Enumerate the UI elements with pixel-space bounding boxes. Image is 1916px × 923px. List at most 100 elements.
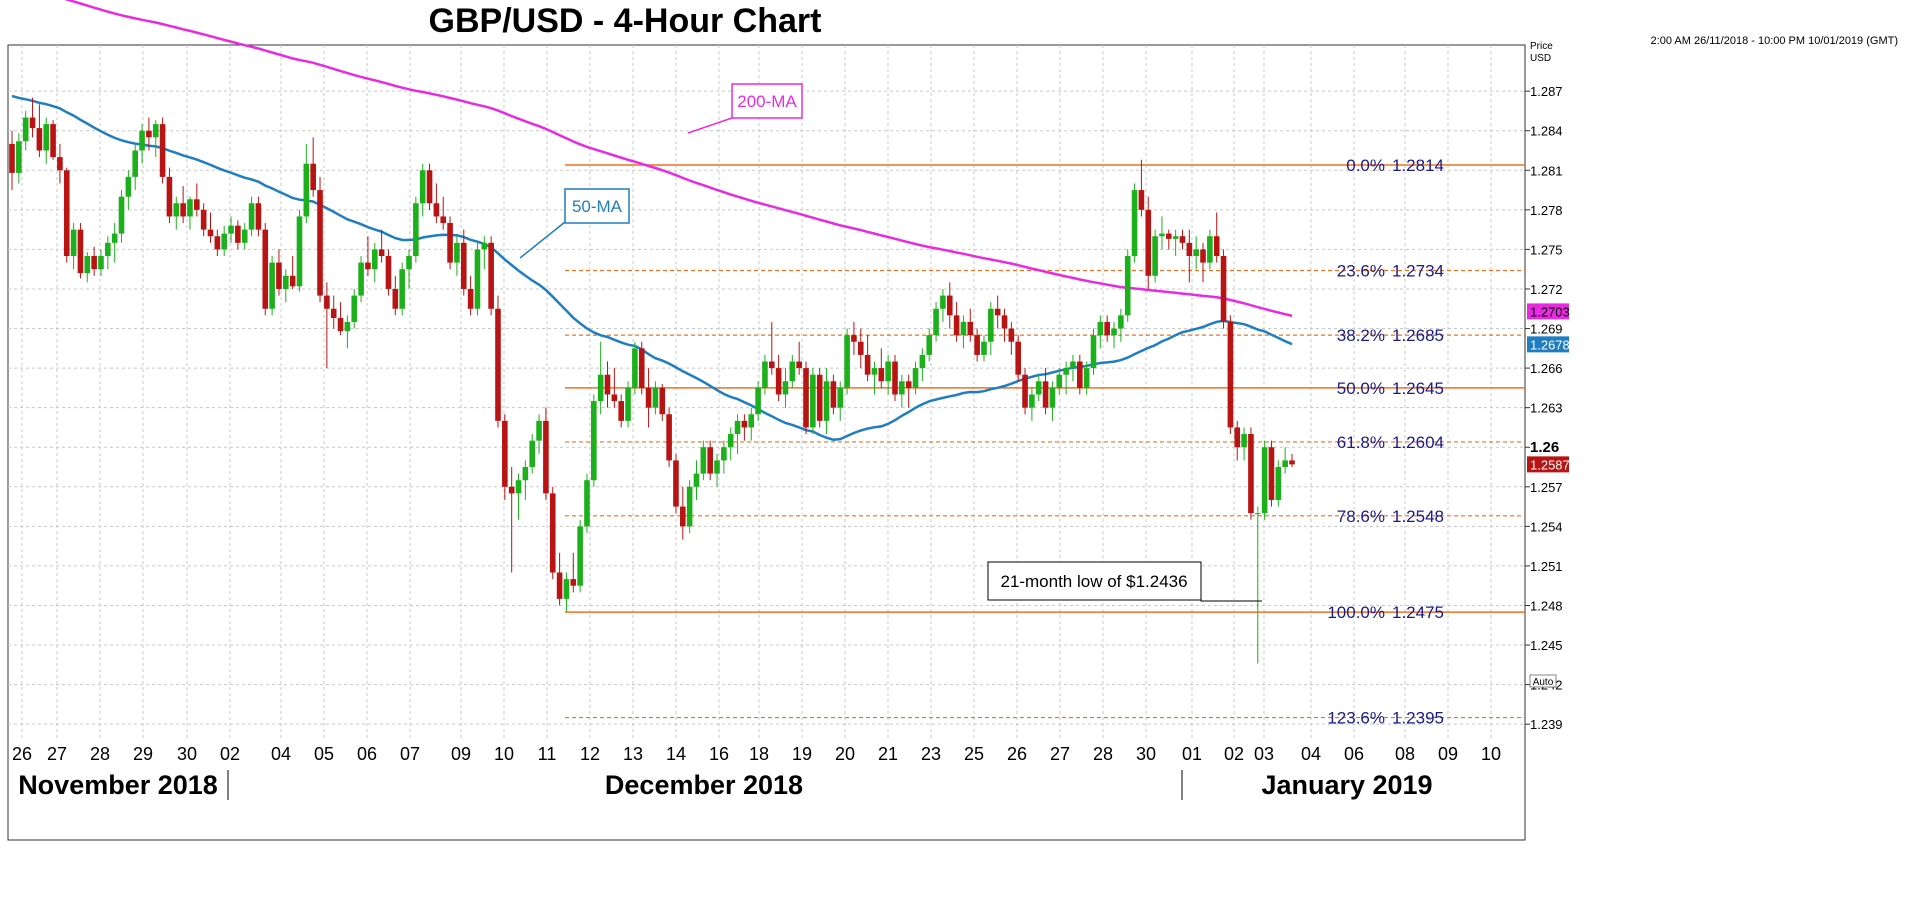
candle-body: [1118, 315, 1124, 329]
candle-body: [988, 308, 994, 342]
ma50-pointer: [519, 221, 566, 259]
y-tick-label: 1.251: [1530, 559, 1563, 574]
candle-body: [1165, 233, 1172, 239]
candle-body: [317, 190, 323, 296]
candle-body: [57, 157, 63, 171]
candle-body: [399, 269, 405, 309]
x-tick-label: 27: [1050, 744, 1070, 764]
x-tick-label: 26: [12, 744, 32, 764]
candle-body: [200, 209, 207, 230]
candle-body: [1241, 434, 1247, 448]
candle-body: [29, 117, 36, 129]
fib-percent-label: 100.0%: [1327, 603, 1385, 622]
candle-body: [235, 225, 241, 243]
candle-body: [166, 176, 173, 217]
ma50-price-tag-box: [1527, 336, 1569, 353]
y-tick-label: 1.281: [1530, 163, 1563, 178]
candle-body: [269, 262, 275, 309]
x-tick-label: 19: [792, 744, 812, 764]
annotations: 200-MA 50-MA 21-month low of $1.2436: [519, 83, 1262, 602]
candle-body: [22, 117, 29, 142]
plot-area: [7, 44, 1526, 841]
candle-body: [1275, 467, 1282, 500]
candle-body: [282, 275, 289, 289]
ma200-pointer: [687, 117, 733, 134]
low-label: 21-month low of $1.2436: [1000, 572, 1187, 591]
candle-body: [1172, 236, 1179, 239]
price-tags: 1.2703 1.2678 1.2587: [1527, 303, 1570, 473]
candle-body: [460, 242, 467, 289]
x-tick-label: 30: [1136, 744, 1156, 764]
candle-body: [768, 361, 775, 369]
candle-body: [638, 348, 645, 388]
x-tick-label: 08: [1395, 744, 1415, 764]
candle-body: [63, 170, 70, 257]
x-tick-label: 25: [964, 744, 984, 764]
candle-body: [905, 381, 912, 388]
candle-body: [43, 124, 50, 151]
x-tick-label: 26: [1007, 744, 1027, 764]
auto-button[interactable]: [1529, 674, 1557, 688]
candle-body: [940, 295, 946, 309]
x-tick-label: 21: [878, 744, 898, 764]
candle-body: [1022, 374, 1028, 408]
candle-body: [228, 225, 234, 234]
candle-body: [611, 394, 618, 402]
x-tick-label: 05: [314, 744, 334, 764]
candle-body: [1042, 381, 1049, 408]
candle-body: [358, 262, 364, 296]
y-tick-label: 1.266: [1530, 361, 1563, 376]
date-range-text: 2:00 AM 26/11/2018 - 10:00 PM 10/01/2019…: [1650, 35, 1898, 47]
candle-body: [454, 242, 460, 263]
candle-body: [1015, 341, 1022, 375]
candle-body: [796, 361, 802, 369]
x-tick-label: 06: [1344, 744, 1364, 764]
candle-body: [707, 447, 713, 474]
candle-body: [597, 374, 604, 402]
candle-body: [1077, 361, 1083, 388]
candle-body: [659, 387, 666, 415]
candle-body: [878, 368, 885, 382]
candle-body: [1261, 447, 1268, 514]
fib-percent-label: 78.6%: [1337, 507, 1385, 526]
candle-body: [1008, 328, 1015, 342]
candle-body: [296, 216, 303, 287]
candle-body: [625, 387, 631, 421]
x-tick-label: 01: [1182, 744, 1202, 764]
candle-body: [857, 341, 864, 355]
candle-body: [563, 579, 570, 599]
candle-body: [748, 414, 755, 428]
x-tick-label: 10: [494, 744, 514, 764]
candle-body: [413, 203, 419, 257]
x-tick-label: 06: [357, 744, 377, 764]
candles: [9, 97, 1295, 664]
candle-body: [1193, 249, 1199, 257]
candle-body: [91, 256, 97, 270]
fib-value-label: 1.2475: [1392, 603, 1444, 622]
candle-body: [967, 321, 974, 336]
candle-body: [1248, 434, 1254, 514]
candle-body: [823, 381, 830, 421]
candle-body: [70, 229, 77, 257]
candle-body: [618, 401, 624, 421]
price-axis: Price USD 1.287 1.284 1.281 1.278 1.275 1.272…: [1525, 41, 1563, 732]
candle-body: [262, 229, 269, 309]
fib-percent-label: 61.8%: [1337, 433, 1385, 452]
fib-percent-label: 38.2%: [1337, 326, 1385, 345]
candle-body: [152, 124, 159, 138]
candle-body: [1035, 381, 1042, 395]
candle-body: [673, 460, 679, 507]
candle-body: [946, 295, 953, 316]
candle-body: [556, 572, 563, 599]
fib-value-label: 1.2604: [1392, 433, 1444, 452]
candle-body: [1145, 209, 1152, 276]
candle-body: [926, 335, 933, 355]
candle-body: [515, 480, 522, 494]
y-tick-label: 1.26: [1530, 439, 1559, 456]
candle-body: [194, 199, 200, 210]
candle-body: [604, 374, 611, 395]
x-tick-label: 23: [921, 744, 941, 764]
candle-body: [1289, 460, 1295, 465]
candle-body: [180, 203, 186, 217]
candle-body: [1234, 427, 1241, 448]
